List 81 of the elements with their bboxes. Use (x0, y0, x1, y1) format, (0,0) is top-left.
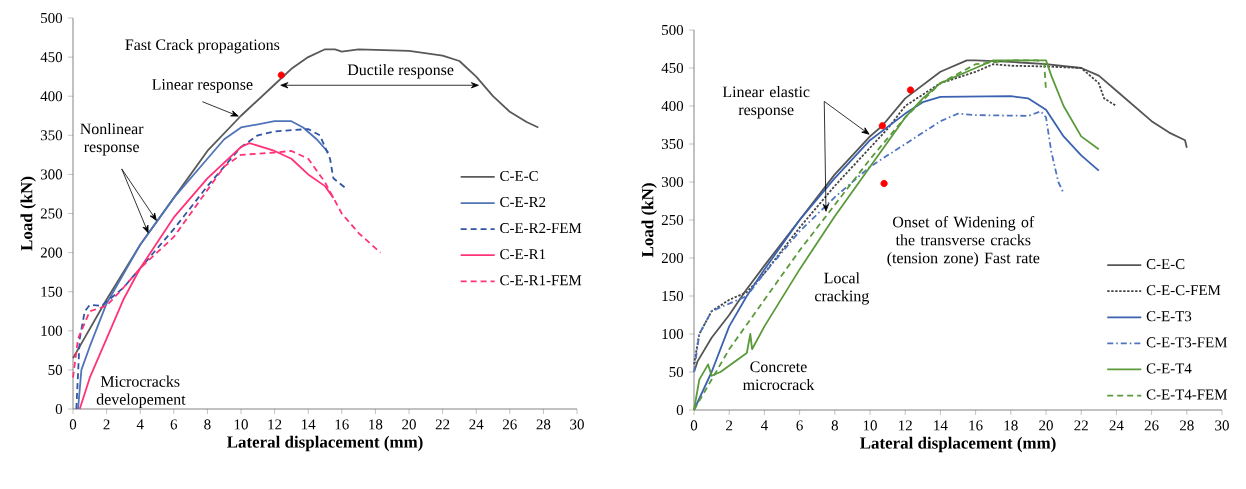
y-axis-title: Load (kN) (20, 176, 36, 251)
x-tick-label: 26 (1144, 420, 1159, 431)
legend-label: C-E-R2-FEM (500, 223, 582, 234)
x-tick-label: 8 (831, 420, 838, 431)
y-tick-label: 300 (40, 169, 63, 180)
y-tick-label: 450 (40, 52, 63, 63)
y-tick-label: 100 (41, 325, 63, 336)
y-axis-title: Load (kN) (641, 183, 657, 258)
x-tick-label: 0 (690, 420, 698, 431)
annotation: Local cracking (815, 272, 869, 305)
legend-label: C-E-R2 (500, 197, 546, 208)
x-tick-label: 26 (502, 419, 517, 430)
x-tick-label: 12 (899, 420, 912, 431)
x-tick-label: 22 (435, 419, 450, 430)
x-tick-label: 18 (369, 419, 383, 430)
x-tick-label: 16 (969, 420, 983, 431)
x-tick-label: 6 (796, 420, 803, 431)
y-tick-label: 250 (661, 214, 684, 226)
y-tick-label: 450 (661, 62, 684, 74)
x-tick-label: 20 (402, 419, 416, 430)
x-tick-label: 24 (469, 419, 484, 430)
annotation: Ductile response (347, 63, 454, 79)
legend-label: C-E-T4-FEM (1146, 389, 1228, 400)
x-tick-label: 6 (170, 419, 178, 430)
y-tick-label: 100 (662, 328, 684, 340)
x-tick-label: 30 (570, 419, 584, 430)
x-axis-title: Lateral displacement (mm) (226, 435, 423, 452)
legend-label: C-E-C (1146, 259, 1185, 270)
annotation: Linear elastic response (722, 86, 810, 119)
x-tick-label: 16 (335, 419, 349, 430)
y-tick-label: 200 (40, 247, 63, 258)
annotation: Fast Crack propagations (125, 38, 280, 54)
y-tick-label: 150 (662, 290, 684, 302)
x-tick-label: 14 (934, 420, 948, 431)
legend-label: C-E-C-FEM (1146, 285, 1221, 296)
legend-label: C-E-C (500, 170, 538, 181)
point (906, 86, 915, 94)
point (880, 179, 888, 188)
y-tick-label: 350 (40, 130, 63, 141)
x-tick-label: 24 (1109, 420, 1124, 431)
x-tick-label: 28 (536, 419, 551, 430)
x-tick-label: 8 (204, 419, 211, 430)
x-tick-label: 20 (1039, 420, 1053, 431)
annotation: Concrete microcrack (742, 361, 815, 391)
annotation: Microcracks developement (96, 375, 186, 408)
x-tick-label: 22 (1074, 420, 1088, 431)
legend-label: C-E-R1 (500, 249, 546, 260)
x-tick-label: 28 (1179, 420, 1194, 431)
x-tick-label: 4 (760, 420, 768, 431)
x-tick-label: 4 (136, 419, 144, 430)
x-tick-label: 10 (234, 419, 248, 430)
y-tick-label: 50 (48, 364, 63, 375)
x-tick-label: 2 (103, 419, 110, 430)
x-tick-label: 14 (302, 419, 316, 430)
y-tick-label: 350 (661, 138, 684, 150)
y-tick-label: 500 (41, 12, 63, 24)
x-tick-label: 10 (863, 420, 877, 431)
y-tick-label: 200 (661, 252, 684, 264)
legend-label: C-E-T3-FEM (1146, 337, 1228, 348)
annotation: Nonlinear response (80, 123, 144, 156)
x-tick-label: 2 (726, 420, 733, 431)
annotation: Onset of Widening of the transverse cracks (tension zone) Fast rate (887, 216, 1040, 267)
x-tick-label: 12 (268, 419, 282, 430)
point (878, 122, 886, 130)
y-tick-label: 250 (40, 208, 63, 219)
legend-label: C-E-R1-FEM (500, 275, 582, 286)
x-tick-label: 30 (1215, 420, 1229, 431)
legend-label: C-E-T3 (1146, 311, 1192, 322)
x-axis-title: Lateral displacement (mm) (859, 436, 1056, 453)
legend-label: C-E-T4 (1146, 363, 1192, 374)
y-tick-label: 300 (661, 176, 684, 188)
y-tick-label: 400 (40, 91, 63, 102)
x-tick-label: 18 (1004, 420, 1018, 431)
y-tick-label: 50 (669, 366, 684, 378)
y-tick-label: 400 (661, 100, 684, 112)
y-tick-label: 0 (676, 404, 684, 416)
y-tick-label: 150 (41, 286, 63, 297)
y-tick-label: 500 (662, 24, 684, 36)
x-tick-label: 0 (69, 419, 77, 430)
y-tick-label: 0 (55, 403, 63, 415)
annotation: Linear response (152, 79, 253, 94)
